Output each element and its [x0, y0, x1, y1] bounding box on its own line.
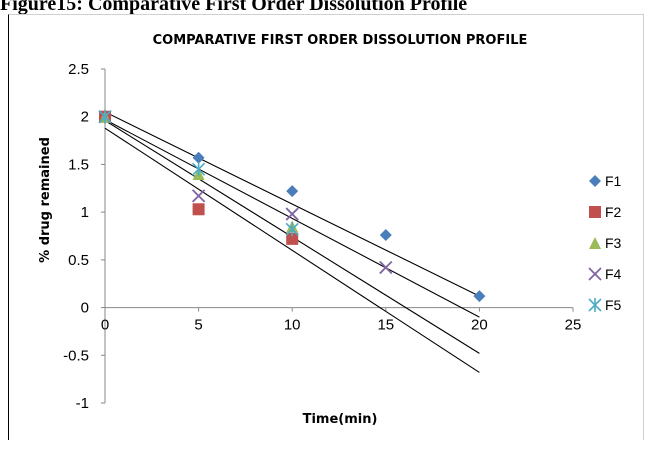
legend-label-f3: F3	[605, 235, 622, 251]
legend: F1 F2 F3 F4 F5	[588, 173, 622, 313]
point-f4-stroke	[379, 260, 393, 275]
point-f2	[192, 203, 205, 216]
y-tick-label: -0.5	[63, 347, 89, 364]
legend-label-f1: F1	[605, 173, 622, 189]
x-axis-title: Time(min)	[303, 412, 378, 427]
trendline	[104, 119, 480, 318]
legend-label-f4: F4	[605, 266, 622, 282]
axes: 2.5 2 1.5 1 0.5 0 -0.5 -1 0 5 10 15 20 25	[63, 61, 581, 412]
chart-area	[8, 14, 644, 440]
y-axis-title: % drug remained	[38, 137, 53, 263]
x-tick-label: 15	[377, 317, 394, 334]
x-tick-label: 25	[565, 317, 582, 334]
trendline	[104, 127, 480, 373]
y-tick-label: -1	[76, 395, 89, 412]
x-tick-label: 5	[194, 317, 202, 334]
point-f4	[285, 207, 299, 221]
point-f5	[285, 222, 299, 237]
legend-marker-f3	[589, 237, 601, 249]
point-f1	[286, 185, 299, 198]
data-markers	[98, 109, 486, 303]
trendline	[104, 111, 480, 297]
y-tick-label: 2	[81, 109, 89, 126]
point-f5	[192, 162, 206, 177]
x-tick-label: 0	[101, 317, 109, 334]
point-f2	[286, 232, 299, 245]
legend-marker-f1	[589, 175, 601, 187]
y-tick-label: 0	[81, 300, 89, 317]
point-f5	[98, 109, 112, 124]
legend-marker-f4	[588, 267, 602, 281]
point-f1	[379, 229, 392, 242]
point-f4	[191, 189, 206, 203]
point-f4-stroke	[191, 189, 206, 203]
x-tick-label: 20	[471, 317, 488, 334]
legend-marker-f4-stroke	[588, 267, 602, 281]
legend-marker-f5	[588, 298, 602, 312]
figure-caption: Figure15: Comparative First Order Dissol…	[0, 0, 468, 15]
point-f4-stroke	[285, 207, 299, 221]
point-f1	[192, 151, 205, 164]
x-tick-label: 10	[284, 317, 301, 334]
legend-label-f2: F2	[605, 204, 622, 220]
point-f4	[379, 260, 393, 275]
point-f1	[473, 290, 486, 303]
legend-marker-f2	[589, 206, 601, 218]
legend-label-f5: F5	[605, 297, 622, 313]
y-tick-label: 0.5	[68, 252, 89, 269]
y-tick-label: 2.5	[68, 61, 89, 78]
chart-title: COMPARATIVE FIRST ORDER DISSOLUTION PROF…	[153, 33, 528, 48]
y-tick-label: 1	[81, 204, 89, 221]
y-tick-label: 1.5	[68, 156, 89, 173]
